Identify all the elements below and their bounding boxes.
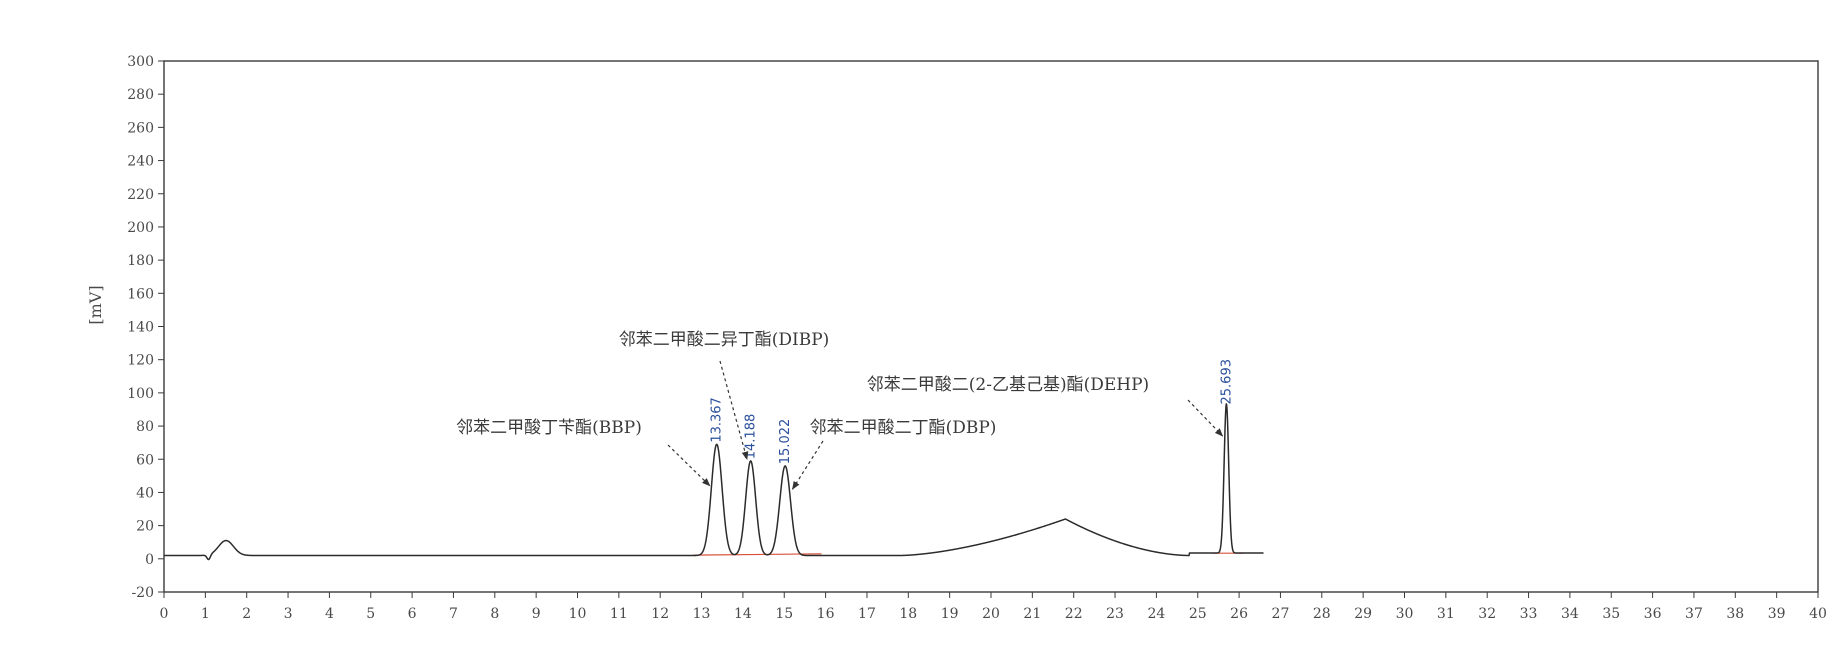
- compound-label: 邻苯二甲酸二(2-乙基己基)酯(DEHP): [867, 375, 1149, 395]
- x-tick-label: 33: [1520, 606, 1538, 622]
- x-tick-label: 4: [325, 606, 334, 622]
- y-tick-label: 260: [127, 120, 154, 136]
- signal-trace: [163, 403, 1264, 561]
- x-tick-label: 19: [941, 606, 959, 622]
- x-tick-label: 32: [1478, 606, 1496, 622]
- retention-time-label: 15.022: [778, 419, 793, 465]
- x-tick-label: 24: [1147, 606, 1165, 622]
- x-tick-label: 31: [1437, 606, 1455, 622]
- x-tick-label: 35: [1602, 606, 1620, 622]
- x-tick-label: 1: [201, 606, 210, 622]
- annotation-arrow: [667, 444, 711, 487]
- x-tick-label: 8: [490, 606, 499, 622]
- x-tick-label: 3: [284, 606, 293, 622]
- x-tick-label: 39: [1768, 606, 1786, 622]
- x-tick-label: 12: [651, 606, 669, 622]
- compound-annotations: 邻苯二甲酸丁苄酯(BBP) 邻苯二甲酸二异丁酯(DIBP) 邻苯二甲酸二丁酯(DBP…: [456, 330, 1224, 490]
- y-tick-label: 60: [136, 452, 154, 468]
- retention-time-label: 25.693: [1219, 359, 1234, 405]
- x-tick-label: 0: [160, 606, 169, 622]
- annotation-arrow: [1187, 399, 1224, 437]
- annotation-arrow: [719, 360, 749, 461]
- compound-label: 邻苯二甲酸丁苄酯(BBP): [456, 418, 642, 438]
- y-tick-label: 120: [127, 353, 154, 369]
- compound-label: 邻苯二甲酸二丁酯(DBP): [810, 418, 997, 438]
- y-tick-label: 20: [136, 519, 154, 535]
- retention-time-label: 14.188: [744, 414, 759, 460]
- y-tick-label: 300: [127, 54, 154, 70]
- y-tick-label: 140: [127, 320, 154, 336]
- y-tick-label: 40: [136, 485, 154, 501]
- x-tick-label: 28: [1313, 606, 1331, 622]
- x-tick-label: 9: [532, 606, 541, 622]
- x-tick-label: 27: [1272, 606, 1290, 622]
- x-tick-label: 10: [569, 606, 587, 622]
- x-tick-label: 7: [449, 606, 458, 622]
- y-tick-label: 220: [127, 187, 154, 203]
- y-tick-label: 100: [127, 386, 154, 402]
- x-tick-label: 2: [242, 606, 251, 622]
- x-tick-label: 14: [734, 606, 752, 622]
- y-axis-title: [mV]: [86, 285, 105, 324]
- x-tick-label: 13: [693, 606, 711, 622]
- y-tick-label: 160: [127, 286, 154, 302]
- plot-frame: [163, 60, 1819, 593]
- y-tick-label: 200: [127, 220, 154, 236]
- x-tick-label: 38: [1726, 606, 1744, 622]
- x-tick-label: 22: [1065, 606, 1083, 622]
- x-tick-label: 26: [1230, 606, 1248, 622]
- y-tick-label: 180: [127, 253, 154, 269]
- annotation-arrow: [792, 440, 824, 490]
- x-tick-label: 34: [1561, 606, 1579, 622]
- x-tick-label: 6: [408, 606, 417, 622]
- x-tick-label: 30: [1396, 606, 1414, 622]
- x-tick-label: 23: [1106, 606, 1124, 622]
- x-tick-label: 16: [817, 606, 835, 622]
- y-axis: -20 0 20 40 60 80 100 120 140 160 180 200 220 240 260 2…: [127, 54, 164, 601]
- x-tick-label: 18: [899, 606, 917, 622]
- peak-retention-labels: 13.367 14.188 15.022 25.693: [710, 359, 1235, 464]
- x-axis: 0 1 2 3 4 5 6 7 8 9 10 11 12 13 14 15 16 17 18 19 20 21 22 23 24…: [160, 592, 1827, 622]
- y-tick-label: -20: [131, 585, 154, 601]
- y-tick-label: 0: [145, 552, 154, 568]
- x-tick-label: 5: [366, 606, 375, 622]
- y-tick-label: 280: [127, 87, 154, 103]
- x-tick-label: 15: [775, 606, 793, 622]
- x-tick-label: 21: [1023, 606, 1041, 622]
- x-tick-label: 25: [1189, 606, 1207, 622]
- x-tick-label: 29: [1354, 606, 1372, 622]
- y-tick-label: 80: [136, 419, 154, 435]
- y-tick-label: 240: [127, 154, 154, 170]
- compound-label: 邻苯二甲酸二异丁酯(DIBP): [619, 330, 830, 350]
- x-tick-label: 40: [1809, 606, 1827, 622]
- x-tick-label: 36: [1644, 606, 1662, 622]
- x-tick-label: 11: [610, 606, 628, 622]
- retention-time-label: 13.367: [710, 397, 725, 443]
- x-tick-label: 17: [858, 606, 876, 622]
- x-tick-label: 37: [1685, 606, 1703, 622]
- x-tick-label: 20: [982, 606, 1000, 622]
